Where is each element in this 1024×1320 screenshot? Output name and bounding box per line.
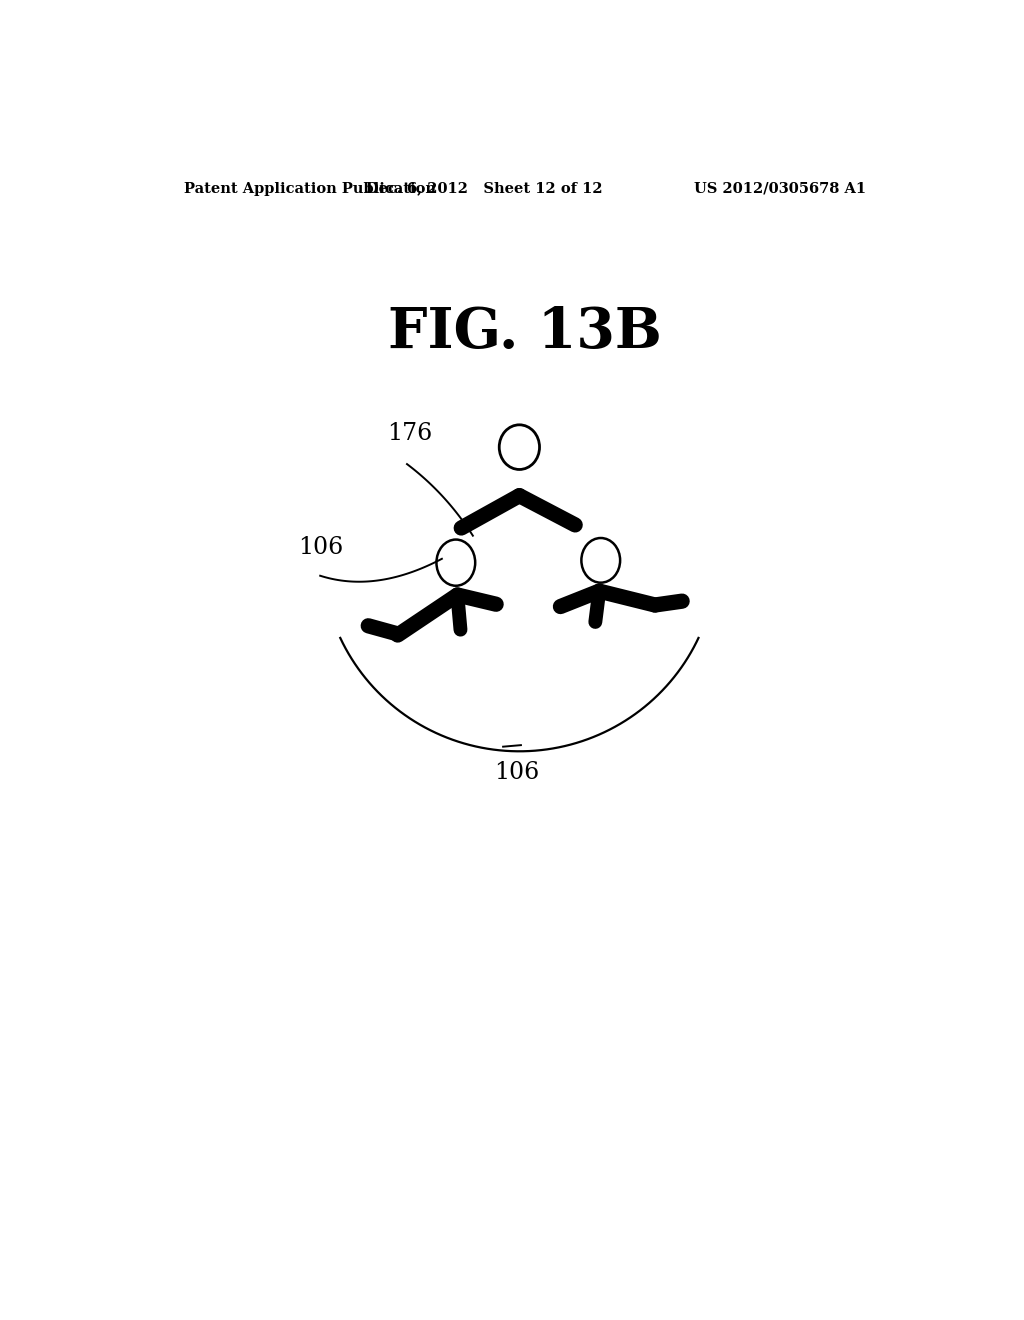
- Text: 106: 106: [299, 536, 344, 558]
- Text: Dec. 6, 2012   Sheet 12 of 12: Dec. 6, 2012 Sheet 12 of 12: [367, 182, 603, 195]
- Text: Patent Application Publication: Patent Application Publication: [183, 182, 436, 195]
- Text: 176: 176: [388, 422, 433, 445]
- Text: 106: 106: [494, 760, 539, 784]
- Text: US 2012/0305678 A1: US 2012/0305678 A1: [693, 182, 866, 195]
- Text: FIG. 13B: FIG. 13B: [388, 305, 662, 360]
